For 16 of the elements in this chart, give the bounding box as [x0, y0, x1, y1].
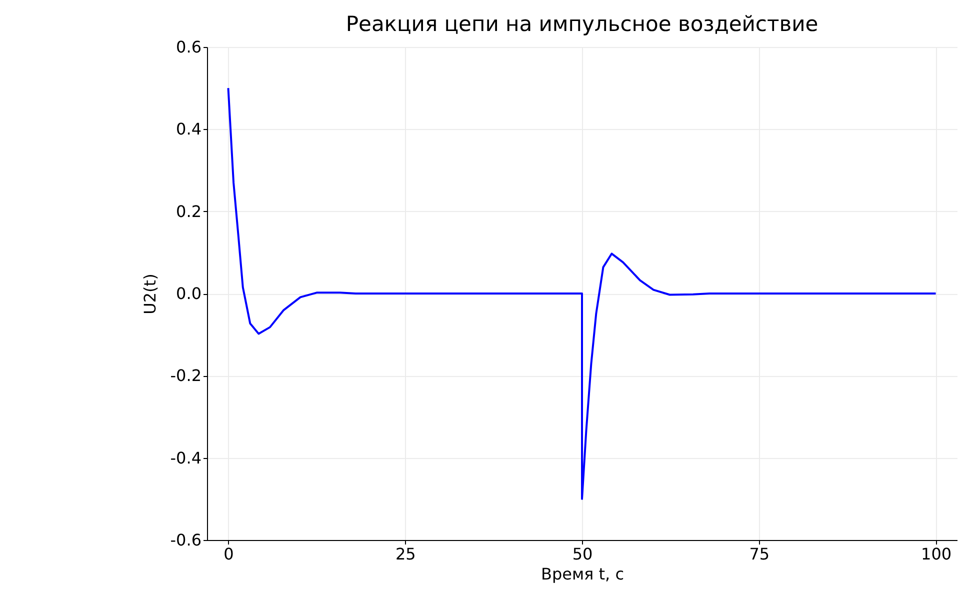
line-series [227, 87, 937, 500]
y-tick-label: -0.4 [170, 448, 202, 468]
x-tick-label: 50 [572, 544, 593, 564]
x-tick-label: 0 [224, 544, 234, 564]
y-tick-label: 0.4 [176, 120, 202, 139]
chart-title: Реакция цепи на импульсное воздействие [346, 12, 818, 36]
x-tick-label: 100 [921, 544, 952, 564]
x-tick-label: 75 [749, 544, 770, 564]
y-axis-title: U2(t) [140, 274, 160, 314]
y-tick-label: -0.2 [170, 366, 202, 386]
y-tick-label: 0.0 [176, 284, 202, 303]
x-axis-title: Время t, с [541, 564, 624, 584]
x-tick-label: 25 [395, 544, 416, 564]
y-tick-label: 0.6 [176, 38, 202, 56]
y-tick-label: 0.2 [176, 202, 202, 221]
y-tick-label: -0.6 [170, 530, 202, 550]
